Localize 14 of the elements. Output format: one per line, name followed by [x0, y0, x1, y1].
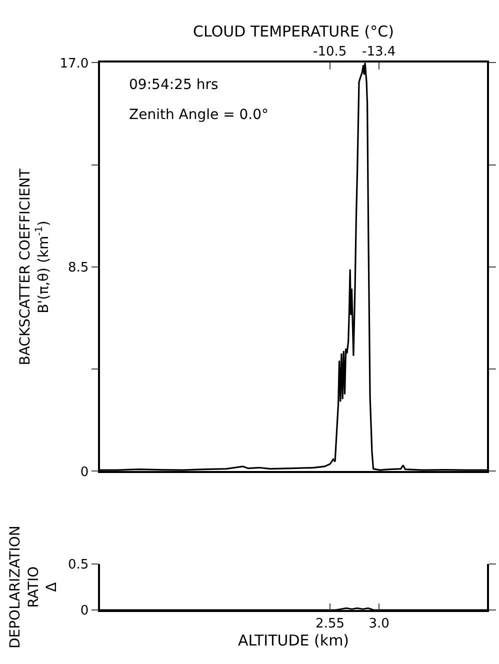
annotation: 09:54:25 hrs: [129, 77, 218, 93]
y-axis-title: DEPOLARIZATION RATIO Δ: [8, 526, 60, 649]
x2-tick-label: -13.4: [362, 44, 396, 60]
y-tick-label: 0: [80, 464, 89, 480]
x2-axis-title: CLOUD TEMPERATURE (°C): [193, 22, 394, 40]
y-tick-label: 8.5: [68, 260, 89, 276]
y-tick-label: 17.0: [60, 56, 89, 72]
x2-tick-label: -10.5: [313, 44, 347, 60]
y-tick-label: 0.5: [68, 558, 89, 573]
x-axis-title: ALTITUDE (km): [238, 631, 350, 650]
x-tick-label: 2.55: [316, 616, 344, 632]
x-tick-label: 3.0: [368, 616, 390, 632]
y-tick-label: 0: [80, 604, 89, 619]
annotation: Zenith Angle = 0.0°: [129, 107, 269, 123]
